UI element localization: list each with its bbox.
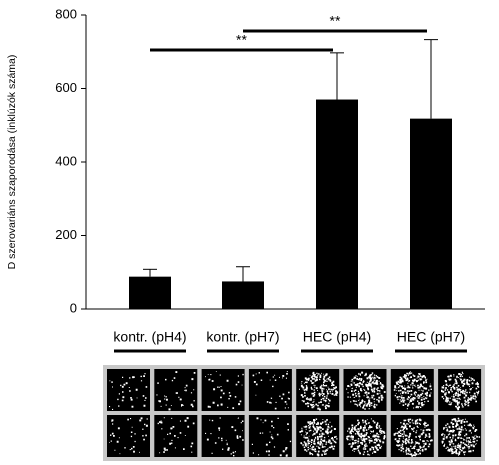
micrograph xyxy=(248,415,292,457)
micrograph-speckles xyxy=(299,371,339,411)
micrograph-speckles xyxy=(441,371,480,411)
micrograph-speckles xyxy=(252,371,290,410)
micrograph xyxy=(248,369,292,411)
micrograph-speckles xyxy=(299,418,338,457)
bar xyxy=(410,118,452,309)
bar xyxy=(129,276,171,309)
micrograph xyxy=(201,369,245,411)
x-tick-label: kontr. (pH4) xyxy=(113,329,186,345)
micrograph-speckles xyxy=(346,418,386,456)
x-tick-label: HEC (pH7) xyxy=(397,329,465,345)
bar xyxy=(222,281,264,309)
micrograph-speckles xyxy=(156,371,196,411)
micrograph-speckles xyxy=(157,417,195,454)
y-axis-label: D szerovariáns szaporodása (inklúzók szá… xyxy=(6,55,18,270)
micrograph-speckles xyxy=(393,418,433,457)
micrograph-speckles xyxy=(109,373,148,410)
micrograph-speckles xyxy=(346,371,386,410)
micrograph-speckles xyxy=(109,417,148,455)
x-tick-label: HEC (pH4) xyxy=(303,329,371,345)
significance-label: ** xyxy=(236,32,247,48)
micrograph-speckles xyxy=(251,417,292,457)
y-tick-label: 600 xyxy=(55,80,77,95)
micrograph xyxy=(154,369,198,411)
micrograph-speckles xyxy=(441,417,481,456)
micrograph xyxy=(107,369,150,411)
y-tick-label: 800 xyxy=(55,6,77,21)
bar xyxy=(316,99,358,310)
x-tick-label: kontr. (pH7) xyxy=(206,329,279,345)
y-tick-label: 400 xyxy=(55,153,77,168)
y-tick-label: 200 xyxy=(55,227,77,242)
significance-label: ** xyxy=(330,13,341,29)
y-tick-label: 0 xyxy=(70,300,77,315)
micrograph-speckles xyxy=(393,371,432,410)
